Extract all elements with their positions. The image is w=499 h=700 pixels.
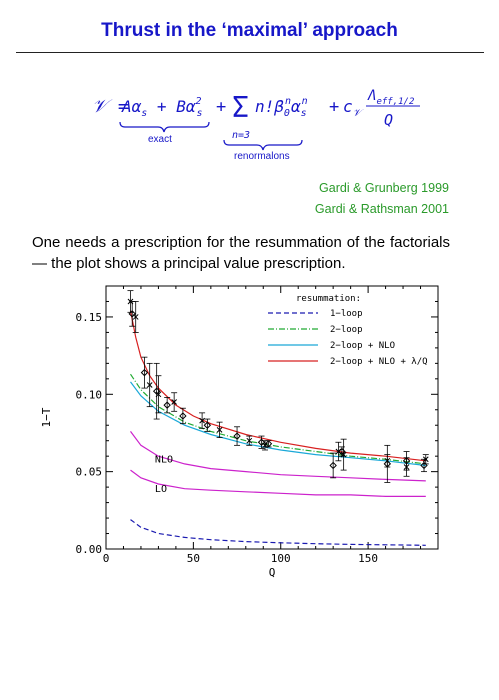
series-line-4 bbox=[130, 431, 426, 482]
data-point-2 bbox=[132, 314, 139, 320]
title-rule bbox=[16, 52, 484, 53]
legend-label-0: 1−loop bbox=[330, 309, 363, 319]
y-tick-label: 0.10 bbox=[76, 388, 103, 401]
x-tick-label: 100 bbox=[271, 552, 291, 565]
label-exact: exact bbox=[148, 134, 172, 145]
legend-label-2: 2−loop + NLO bbox=[330, 341, 395, 351]
svg-text:Q: Q bbox=[384, 111, 393, 129]
slide-title: Thrust in the ‘maximal’ approach bbox=[101, 20, 398, 41]
data-point-4 bbox=[146, 382, 153, 388]
data-point-15 bbox=[257, 438, 266, 446]
data-point-25 bbox=[383, 460, 392, 468]
label-renormalons: renormalons bbox=[234, 151, 290, 162]
y-tick-label: 0.05 bbox=[76, 466, 103, 479]
svg-text:+: + bbox=[329, 97, 339, 117]
sum-lower: n=3 bbox=[232, 130, 250, 141]
series-line-2 bbox=[130, 381, 426, 467]
plot-frame bbox=[105, 285, 439, 550]
curve-label-0: NLO bbox=[155, 454, 173, 465]
x-tick-label: 150 bbox=[358, 552, 378, 565]
y-axis-label: 1−T bbox=[40, 407, 53, 427]
data-point-8 bbox=[171, 399, 178, 405]
y-tick-label: 0.15 bbox=[76, 311, 103, 324]
x-tick-label: 50 bbox=[187, 552, 200, 565]
underbrace-exact bbox=[119, 121, 210, 133]
svg-text:Λeff,1/2: Λeff,1/2 bbox=[367, 88, 414, 107]
sum-sign: Σ bbox=[232, 91, 249, 124]
data-point-26 bbox=[403, 464, 410, 470]
svg-text:+: + bbox=[216, 97, 226, 117]
data-point-6 bbox=[155, 391, 162, 398]
data-point-12 bbox=[216, 427, 223, 433]
y-tick-label: 0.00 bbox=[76, 543, 103, 556]
legend-label-1: 2−loop bbox=[330, 325, 363, 335]
data-point-1 bbox=[128, 310, 136, 318]
data-point-14 bbox=[246, 437, 253, 444]
data-point-27 bbox=[420, 461, 428, 470]
data-point-23 bbox=[329, 461, 337, 470]
data-point-7 bbox=[163, 401, 171, 409]
data-point-11 bbox=[203, 421, 212, 429]
x-axis-label: Q bbox=[269, 566, 276, 579]
data-point-13 bbox=[233, 432, 241, 440]
formula: 𝒱 = Aαs + Bα2 s + Σ n=3 n!β0nαsn + c𝒱 Λef… bbox=[92, 82, 422, 162]
data-point-17 bbox=[264, 440, 273, 448]
series-line-1 bbox=[130, 373, 426, 465]
body-paragraph: One needs a prescription for the resumma… bbox=[32, 234, 450, 272]
reference-2: Gardi & Rathsman 2001 bbox=[314, 202, 449, 216]
formula-power-term: c𝒱 bbox=[343, 97, 365, 119]
chart-svg: 0 50 100 150 0.00 0.05 0.10 0.15 Q 1−T NLO LO resumm… bbox=[40, 285, 439, 579]
formula-exact-terms: Aαs + Bα2 s bbox=[121, 96, 203, 119]
formula-graphic: 𝒱 = Aαs + Bα2 s + Σ n=3 n!β0nαsn + c𝒱 Λef… bbox=[92, 88, 420, 151]
data-point-10 bbox=[199, 417, 205, 424]
formula-lhs: 𝒱 = bbox=[92, 96, 129, 117]
data-point-3 bbox=[140, 368, 149, 377]
series-line-0 bbox=[130, 519, 426, 546]
x-tick-label: 0 bbox=[103, 552, 110, 565]
legend-label-3: 2−loop + NLO + λ/Q bbox=[330, 357, 428, 367]
thrust-plot: 0 50 100 150 0.00 0.05 0.10 0.15 Q 1−T NLO LO resumm… bbox=[40, 282, 460, 597]
legend-title: resummation: bbox=[296, 294, 361, 304]
references: Gardi & Grunberg 1999 Gardi & Rathsman 2… bbox=[315, 178, 449, 220]
series-line-3 bbox=[129, 310, 426, 462]
reference-1: Gardi & Grunberg 1999 bbox=[319, 181, 449, 195]
series-line-5 bbox=[130, 469, 426, 497]
curve-label-1: LO bbox=[155, 484, 167, 495]
formula-renormalon-term: n!β0nαsn bbox=[255, 96, 308, 119]
data-point-9 bbox=[179, 412, 187, 420]
data-point-24 bbox=[340, 451, 347, 458]
underbrace-renormalons bbox=[223, 139, 303, 151]
